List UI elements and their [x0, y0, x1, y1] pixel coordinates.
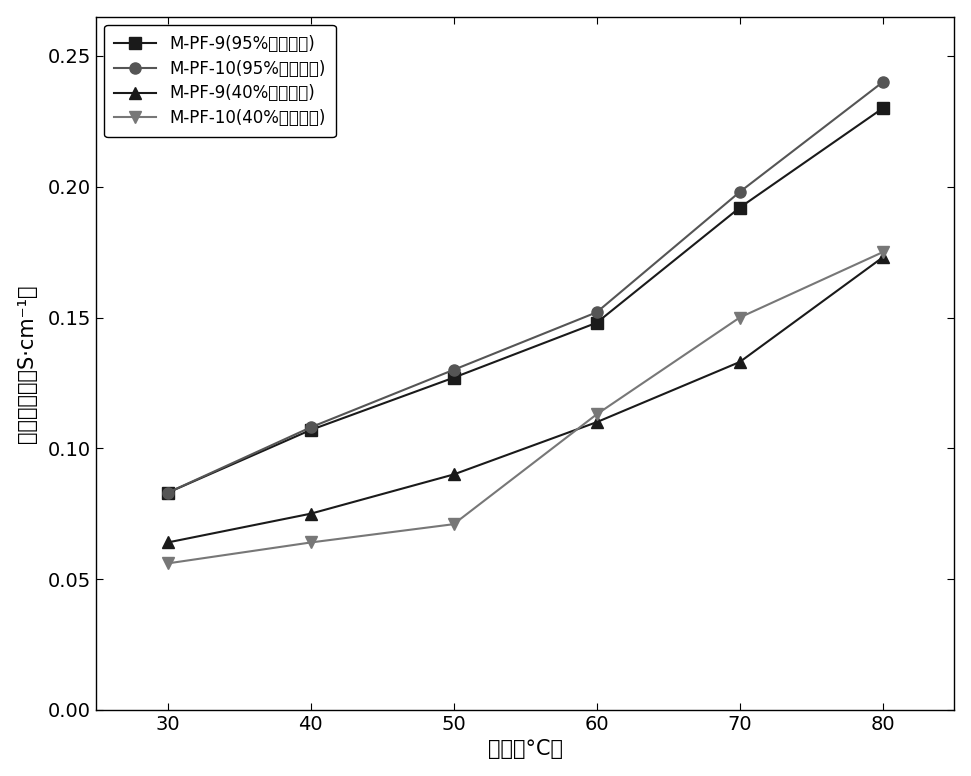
M-PF-9(95%相对湿度)	[734, 203, 746, 213]
M-PF-10(40%相对湿度)	[877, 248, 888, 257]
M-PF-10(40%相对湿度)	[734, 313, 746, 322]
M-PF-9(40%相对湿度)	[877, 253, 888, 262]
Legend: M-PF-9(95%相对湿度), M-PF-10(95%相对湿度), M-PF-9(40%相对湿度), M-PF-10(40%相对湿度): M-PF-9(95%相对湿度), M-PF-10(95%相对湿度), M-PF-…	[104, 25, 336, 137]
M-PF-9(40%相对湿度)	[162, 538, 174, 547]
M-PF-10(95%相对湿度)	[448, 365, 459, 375]
M-PF-10(40%相对湿度)	[305, 538, 317, 547]
Line: M-PF-9(95%相对湿度): M-PF-9(95%相对湿度)	[162, 102, 888, 498]
M-PF-9(40%相对湿度)	[305, 509, 317, 518]
Line: M-PF-10(40%相对湿度): M-PF-10(40%相对湿度)	[162, 247, 888, 569]
M-PF-9(40%相对湿度)	[448, 469, 459, 479]
M-PF-10(40%相对湿度)	[448, 519, 459, 528]
M-PF-9(95%相对湿度)	[162, 488, 174, 497]
M-PF-9(95%相对湿度)	[877, 103, 888, 113]
M-PF-10(95%相对湿度)	[162, 488, 174, 497]
M-PF-9(95%相对湿度)	[305, 425, 317, 435]
Y-axis label: 质子传导率（S·cm⁻¹）: 质子传导率（S·cm⁻¹）	[17, 284, 37, 442]
M-PF-9(95%相对湿度)	[448, 373, 459, 383]
Line: M-PF-10(95%相对湿度): M-PF-10(95%相对湿度)	[162, 77, 888, 498]
M-PF-10(40%相对湿度)	[162, 559, 174, 568]
M-PF-10(95%相对湿度)	[591, 307, 603, 317]
M-PF-10(95%相对湿度)	[305, 423, 317, 432]
X-axis label: 温度（°C）: 温度（°C）	[487, 740, 562, 760]
M-PF-9(95%相对湿度)	[591, 318, 603, 327]
M-PF-9(40%相对湿度)	[591, 417, 603, 427]
M-PF-10(40%相对湿度)	[591, 410, 603, 419]
M-PF-10(95%相对湿度)	[734, 187, 746, 196]
M-PF-9(40%相对湿度)	[734, 357, 746, 366]
Line: M-PF-9(40%相对湿度): M-PF-9(40%相对湿度)	[162, 251, 888, 548]
M-PF-10(95%相对湿度)	[877, 78, 888, 87]
